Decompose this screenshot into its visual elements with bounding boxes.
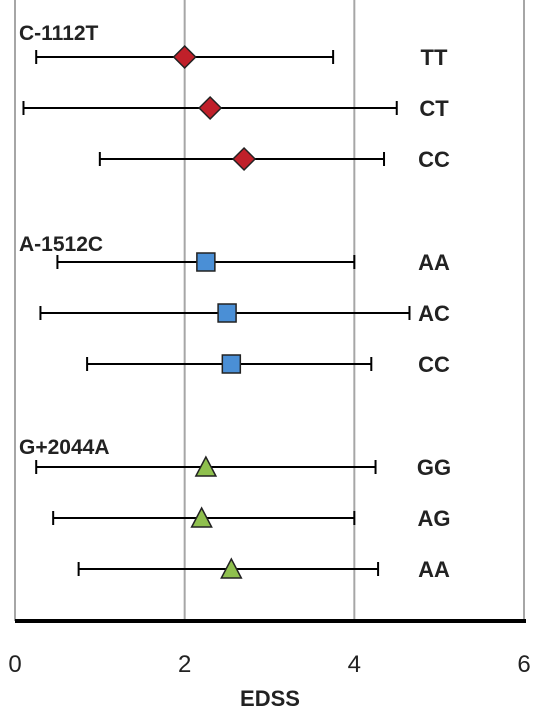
marker-1-2 [221,354,242,374]
data-layer: C-1112T TT CT CC A-1512C AA AC CC G+2044A GG AG AA [19,22,451,582]
genotype-label-1-1: AC [418,301,450,326]
group-label-1: A-1512C [19,233,103,256]
group-0: C-1112T TT CT CC [19,22,450,172]
x-tick-label-1: 2 [178,651,191,678]
x-tick-label-0: 0 [8,651,21,678]
marker-2-0 [194,455,218,477]
genotype-label-2-1: AG [418,506,451,531]
marker-0-1 [198,95,223,121]
marker-0-0 [172,44,197,70]
genotype-label-1-2: CC [418,352,450,377]
genotype-label-0-0: TT [421,45,448,70]
genotype-label-2-2: AA [418,557,450,582]
marker-2-2 [220,557,243,579]
group-2: G+2044A GG AG AA [19,436,451,582]
x-tick-label-2: 4 [348,651,361,678]
marker-1-0 [196,252,216,272]
group-label-2: G+2044A [19,436,109,459]
x-axis-label: EDSS [240,686,300,711]
group-1: A-1512C AA AC CC [19,233,450,377]
x-tick-label-3: 6 [517,651,530,678]
genotype-label-0-2: CC [418,147,450,172]
group-label-0: C-1112T [19,22,99,45]
x-tick-labels: 0 2 4 6 [8,651,530,678]
marker-1-1 [217,303,237,323]
marker-0-2 [231,146,257,172]
genotype-label-2-0: GG [417,455,451,480]
genotype-label-0-1: CT [419,96,449,121]
genotype-label-1-0: AA [418,250,450,275]
marker-2-1 [190,506,213,528]
